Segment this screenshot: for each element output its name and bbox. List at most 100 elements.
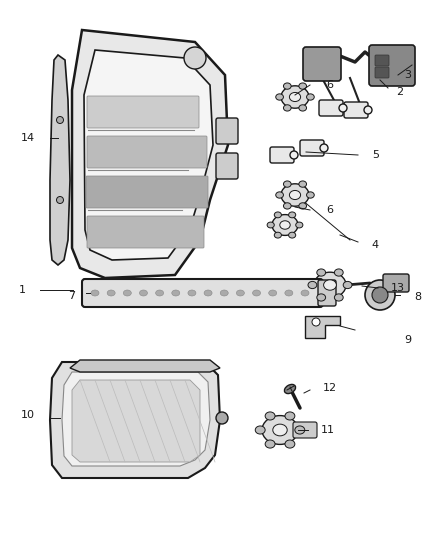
Ellipse shape [57,197,64,204]
FancyBboxPatch shape [87,96,199,128]
Ellipse shape [91,290,99,296]
Ellipse shape [285,412,295,420]
Ellipse shape [274,232,282,238]
Ellipse shape [299,181,307,187]
Ellipse shape [276,192,283,198]
Text: 9: 9 [404,335,412,345]
Text: 10: 10 [21,410,35,420]
FancyBboxPatch shape [303,47,341,81]
Ellipse shape [281,86,309,108]
Ellipse shape [307,192,314,198]
Ellipse shape [308,281,317,288]
Ellipse shape [220,290,228,296]
Text: 13: 13 [391,283,405,293]
FancyBboxPatch shape [375,67,389,78]
Polygon shape [70,360,220,372]
FancyBboxPatch shape [82,279,323,307]
Ellipse shape [107,290,115,296]
FancyBboxPatch shape [270,147,294,163]
Ellipse shape [283,203,291,209]
FancyBboxPatch shape [318,280,336,306]
Ellipse shape [184,47,206,69]
Ellipse shape [155,290,164,296]
FancyBboxPatch shape [86,176,208,208]
Ellipse shape [289,212,296,218]
Ellipse shape [290,151,298,159]
FancyBboxPatch shape [87,216,204,248]
Ellipse shape [268,290,277,296]
Text: 3: 3 [405,70,411,80]
Polygon shape [72,380,200,462]
Text: 5: 5 [372,150,379,160]
Polygon shape [72,30,228,278]
Text: 2: 2 [396,87,403,97]
Text: 11: 11 [321,425,335,435]
Ellipse shape [365,280,395,310]
Ellipse shape [285,290,293,296]
Polygon shape [50,362,220,478]
Ellipse shape [290,92,300,102]
Ellipse shape [172,290,180,296]
Ellipse shape [280,221,290,229]
FancyBboxPatch shape [87,136,207,168]
FancyBboxPatch shape [216,153,238,179]
Ellipse shape [314,272,346,298]
Ellipse shape [283,181,291,187]
FancyBboxPatch shape [375,55,389,66]
Ellipse shape [265,440,275,448]
Ellipse shape [237,290,244,296]
Ellipse shape [324,280,336,290]
Ellipse shape [299,203,307,209]
Ellipse shape [216,412,228,424]
Ellipse shape [188,290,196,296]
Ellipse shape [289,232,296,238]
Ellipse shape [299,83,307,89]
Ellipse shape [364,106,372,114]
Ellipse shape [274,212,282,218]
Ellipse shape [204,290,212,296]
Text: 6: 6 [326,205,333,215]
Ellipse shape [267,222,274,228]
Text: 1: 1 [18,285,25,295]
Ellipse shape [320,144,328,152]
Ellipse shape [334,269,343,276]
Ellipse shape [281,184,309,206]
Ellipse shape [307,94,314,100]
Ellipse shape [276,94,283,100]
Ellipse shape [57,117,64,124]
Polygon shape [50,55,70,265]
Ellipse shape [283,83,291,89]
FancyBboxPatch shape [300,140,324,156]
Text: 4: 4 [371,240,378,250]
Ellipse shape [295,426,305,434]
Ellipse shape [285,440,295,448]
Polygon shape [62,372,210,466]
Ellipse shape [273,424,287,436]
Ellipse shape [317,269,325,276]
Polygon shape [84,50,213,260]
Polygon shape [305,316,340,338]
Ellipse shape [339,104,347,112]
FancyBboxPatch shape [344,102,368,118]
Ellipse shape [372,287,388,303]
Ellipse shape [290,190,300,199]
Text: 12: 12 [323,383,337,393]
Ellipse shape [301,290,309,296]
Ellipse shape [272,215,298,236]
FancyBboxPatch shape [319,100,343,116]
FancyBboxPatch shape [383,274,409,292]
Ellipse shape [139,290,148,296]
Text: 6: 6 [326,80,333,90]
FancyBboxPatch shape [216,118,238,144]
Ellipse shape [296,222,303,228]
FancyBboxPatch shape [293,422,317,438]
Ellipse shape [253,290,261,296]
Ellipse shape [124,290,131,296]
Text: 8: 8 [414,292,421,302]
Ellipse shape [312,318,320,326]
Ellipse shape [317,294,325,301]
FancyBboxPatch shape [369,45,415,86]
Ellipse shape [343,281,352,288]
Ellipse shape [262,416,298,445]
Ellipse shape [265,412,275,420]
